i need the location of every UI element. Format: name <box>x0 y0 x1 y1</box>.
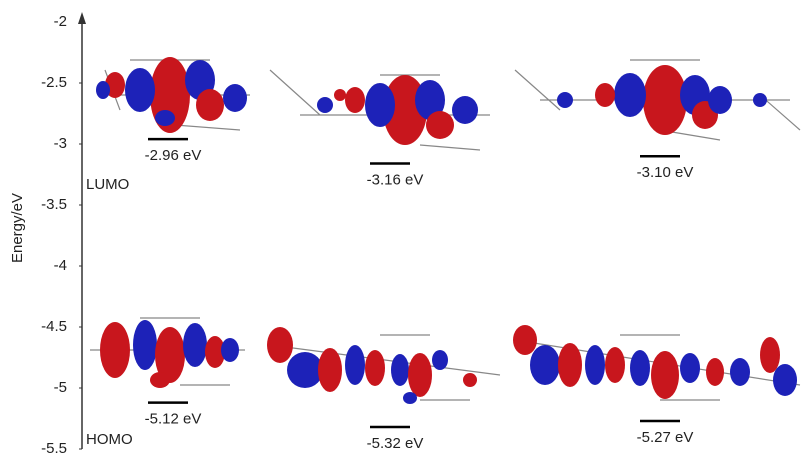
y-tick-label: -4 <box>54 257 67 274</box>
y-tick-label: -2 <box>54 13 67 30</box>
y-tick-label: -5 <box>54 379 67 396</box>
y-tick-label: -3.5 <box>41 196 67 213</box>
y-tick-label: -3 <box>54 135 67 152</box>
value-label: -5.27 eV <box>637 429 694 446</box>
y-tick-label: -5.5 <box>41 440 67 457</box>
y-tick-label: -4.5 <box>41 318 67 335</box>
level-group-label: HOMO <box>86 431 133 448</box>
value-label: -5.12 eV <box>145 411 202 428</box>
value-label: -2.96 eV <box>145 147 202 164</box>
value-label: -3.16 eV <box>367 171 424 188</box>
y-tick-label: -2.5 <box>41 74 67 91</box>
level-group-label: LUMO <box>86 176 129 193</box>
y-axis-label: Energy/eV <box>9 193 26 263</box>
orbital-images <box>90 57 800 404</box>
value-label: -3.10 eV <box>637 164 694 181</box>
value-label: -5.32 eV <box>367 435 424 452</box>
chart: Energy/eV -2 -2.5 -3 -3.5 -4 -4.5 -5 -5.5 LUMO -2… <box>0 0 803 457</box>
